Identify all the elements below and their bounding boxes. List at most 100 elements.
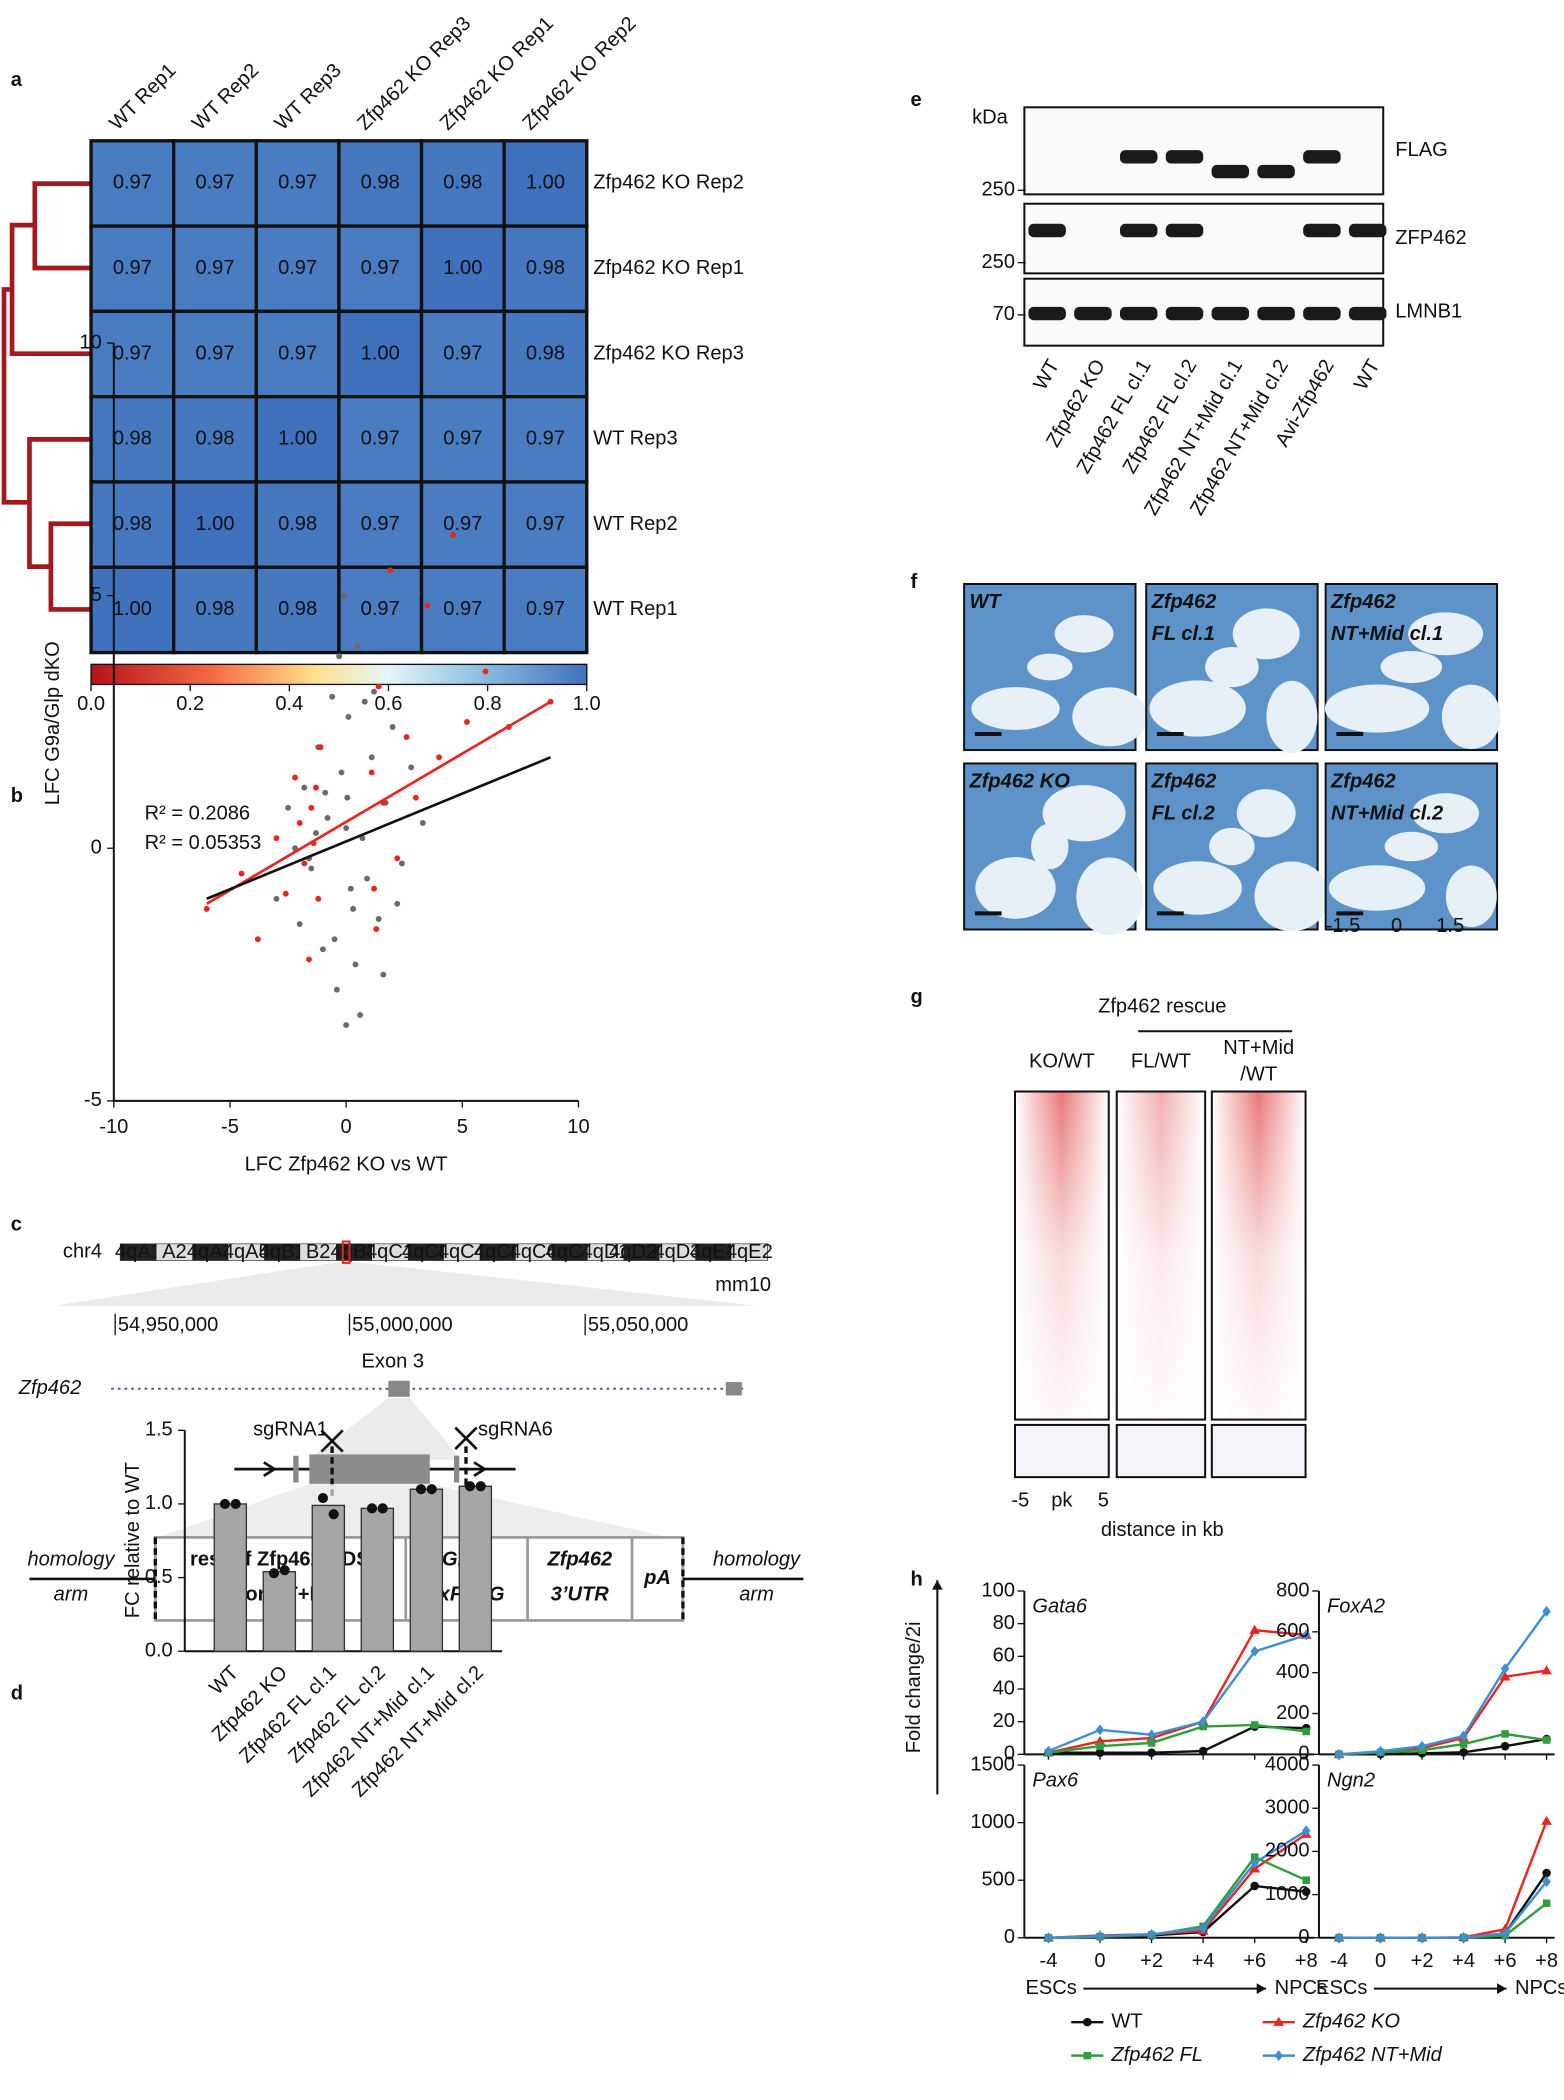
cell-value: 0.98 [195,598,234,620]
heatmap-cell [337,395,424,484]
cell-value: 0.97 [113,257,152,279]
x-tick-label: 10 [567,1116,589,1138]
marker [1147,1928,1156,1940]
cell-value: 0.98 [443,172,482,194]
rescue-heatmaps [1013,894,1451,1479]
legend-label: Zfp462 KO [1302,2010,1400,2032]
homology-arm-label: homology [713,1548,802,1570]
background-patch [1205,646,1259,688]
replicate-point [328,1509,339,1520]
coordinate-label: 54,950,000 [118,1314,219,1336]
chromosome-band [264,1244,301,1261]
marker [1273,2016,1285,2026]
scatter-point [336,653,343,660]
marker [1541,1665,1552,1675]
chromosome-band [479,1244,516,1261]
scatter-point [306,956,312,963]
x-start-label: ESCs [1025,1977,1076,1999]
x-axis-label: distance in kb [1101,1519,1224,1541]
cell-value: 1.00 [195,513,234,535]
y-tick-label: 800 [1276,1579,1310,1601]
marker [1500,1663,1510,1674]
scatter-point [361,698,368,705]
colorbar-label: 0.4 [275,693,303,715]
x-tick-label: +2 [1140,1950,1163,1972]
colorbar-label: 1.5 [1436,915,1464,937]
band [1348,306,1387,321]
row-label: Zfp462 KO Rep3 [593,342,744,364]
y-tick-label: 10 [79,331,101,353]
marker [1198,1923,1208,1934]
heatmap-cell [502,309,589,399]
chromosome-band [120,1244,157,1261]
cassette-label: pA [643,1567,671,1589]
marker [1250,1881,1259,1891]
scatter-point [254,936,261,943]
scatter-point [371,688,377,695]
panel-label: g [911,986,923,1008]
panel-label: d [11,1682,23,1704]
marker [1417,1932,1427,1944]
background-patch [1384,831,1439,862]
colorbar-label: 0.6 [375,693,403,715]
chromosome-label: chr4 [63,1240,102,1262]
scatter-point [329,693,336,700]
assembly-label: mm10 [715,1274,771,1296]
size-marker: 250 [981,179,1014,201]
scatter-point [333,986,340,993]
background-patch [1236,789,1296,838]
cell-value: 0.98 [526,257,565,279]
column-label: WT Rep1 [105,59,180,134]
heatmap-cell [502,480,589,569]
marker [1542,1876,1551,1888]
colorbar [90,663,588,686]
marker [1500,1928,1510,1939]
background-patch [1076,857,1144,936]
cell-value: 0.97 [526,513,565,535]
marker [1499,1671,1511,1681]
size-marker: 250 [981,251,1014,273]
x-tick-label: -10 [99,1116,128,1138]
x-tick-label: +6 [1494,1950,1517,1972]
subplot-title: Pax6 [1032,1769,1079,1791]
x-label: pk [1051,1490,1073,1512]
x-tick-label: -4 [1040,1950,1058,1972]
y-tick-label: 80 [993,1612,1015,1634]
scatter-point [296,921,303,927]
column-label: FL/WT [1131,1050,1191,1072]
series-line [1338,1610,1548,1756]
chromosome-band [731,1244,768,1261]
row-label: WT Rep1 [593,598,677,620]
scatter-point [322,789,329,796]
marker [1044,1745,1053,1757]
cell-value: 0.97 [278,257,317,279]
x-end-label: NPCs [1275,1977,1327,1999]
scatter-point [464,718,470,725]
heatmap-cell [502,565,589,655]
heatmap-title: Zfp462 rescue [1098,995,1226,1017]
coordinate-label: 55,050,000 [588,1314,689,1336]
row-label: Zfp462 KO Rep1 [593,257,744,279]
guide-label: sgRNA6 [478,1419,553,1441]
band-label: A2 [162,1241,187,1263]
band [1119,306,1158,321]
replicate-point [279,1565,290,1576]
scatter-point [347,885,354,892]
x-label: 5 [1098,1490,1109,1512]
bar [311,1504,346,1652]
scatter-point [389,724,396,730]
x-tick-label: 0 [1094,1950,1105,1972]
cell-value: 0.97 [195,257,234,279]
replicate-point [317,1492,329,1504]
y-axis-label: FC relative to WT [122,1462,144,1618]
marker [1249,1624,1261,1634]
marker [1250,1853,1259,1861]
row-label: Zfp462 KO Rep2 [593,172,744,194]
marker [1096,1742,1104,1750]
chromosome-band [156,1244,193,1261]
background-patch [1254,861,1330,932]
marker [1095,1748,1105,1757]
fit-line [206,756,552,901]
replicate-point [475,1481,486,1492]
scatter-point [352,961,359,968]
